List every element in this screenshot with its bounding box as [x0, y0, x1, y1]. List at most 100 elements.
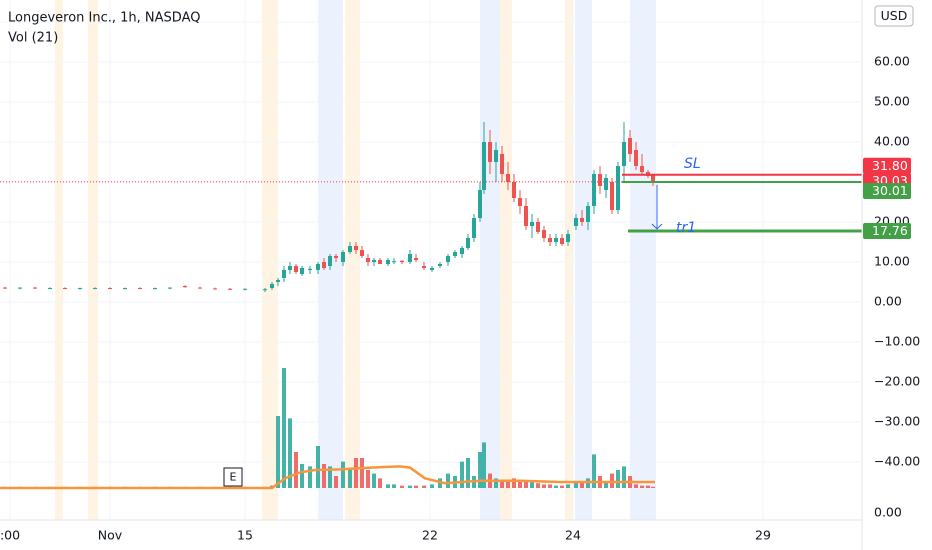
currency-button[interactable]	[874, 5, 914, 27]
candle-body	[616, 166, 620, 210]
volume-bar	[348, 470, 352, 488]
volume-bar	[506, 482, 510, 488]
volume-bar	[372, 473, 376, 488]
candle-body	[512, 182, 516, 198]
candle-body	[33, 287, 37, 289]
volume-bar	[316, 446, 320, 488]
volume-bar	[460, 461, 464, 488]
candle-body	[622, 142, 626, 166]
y-tick-label: −40.00	[874, 454, 920, 469]
price-pane: SL tr1	[0, 122, 862, 292]
x-tick-label: 22	[422, 528, 438, 543]
y-tick-label: 50.00	[874, 94, 910, 109]
volume-ma-line	[0, 465, 655, 490]
candle-body	[372, 260, 376, 262]
candle-body	[93, 288, 97, 289]
candle-body	[494, 150, 498, 162]
candle-body	[560, 238, 564, 244]
candle-body	[294, 266, 298, 272]
y-tick-label: 10.00	[874, 254, 910, 269]
candle-body	[263, 289, 267, 291]
candle-body	[580, 218, 584, 222]
y-tick-label: 40.00	[874, 134, 910, 149]
candle-body	[63, 288, 67, 289]
candle-body	[598, 174, 602, 186]
volume-bar	[288, 418, 292, 488]
y-tick-label: 60.00	[874, 54, 910, 69]
candle-body	[392, 261, 396, 263]
volume-bar	[282, 368, 286, 488]
volume-bar	[366, 470, 370, 488]
candle-body	[628, 138, 632, 154]
candle-body	[554, 238, 558, 242]
session-band	[262, 0, 278, 520]
session-band	[500, 0, 512, 520]
volume-bar	[530, 482, 534, 488]
session-band	[575, 0, 592, 520]
candle-body	[453, 252, 457, 256]
volume-bar	[651, 486, 655, 488]
currency-label: USD	[881, 8, 908, 23]
candle-body	[322, 262, 326, 268]
candle-body	[472, 218, 476, 238]
volume-bar	[322, 464, 326, 488]
price-label: 30.01	[872, 183, 908, 198]
volume-bar	[500, 480, 504, 488]
volume-bar	[566, 484, 570, 488]
volume-bar	[414, 485, 418, 488]
candle-body	[500, 154, 504, 174]
candle-body	[438, 264, 442, 266]
candle-body	[183, 286, 187, 288]
candle-body	[48, 288, 52, 289]
session-bands	[55, 0, 656, 520]
candle-body	[460, 248, 464, 254]
candle-body	[574, 218, 578, 226]
candle-body	[360, 250, 364, 256]
volume-bar	[482, 442, 486, 488]
volume-bar	[536, 483, 540, 488]
volume-pane	[0, 368, 655, 490]
volume-bar	[542, 484, 546, 488]
candle-body	[478, 190, 482, 218]
grid	[0, 0, 860, 520]
volume-bar	[512, 478, 516, 488]
volume-bar	[592, 454, 596, 488]
volume-bar	[524, 480, 528, 488]
candle-body	[308, 268, 312, 270]
volume-bar	[378, 478, 382, 488]
volume-bar	[360, 458, 364, 488]
session-band	[88, 0, 98, 520]
volume-bar	[354, 458, 358, 488]
volume-bar	[646, 485, 650, 488]
candle-body	[446, 256, 450, 262]
volume-bar	[580, 482, 584, 488]
candle-body	[348, 246, 352, 252]
candle-body	[548, 238, 552, 242]
y-tick-label: −10.00	[874, 334, 920, 349]
volume-bar	[548, 484, 552, 488]
volume-legend: Vol (21)	[8, 31, 58, 46]
x-tick-label: 24	[565, 528, 581, 543]
candle-body	[334, 256, 338, 258]
x-tick-label: 15	[237, 528, 253, 543]
price-label: 17.76	[872, 223, 908, 238]
volume-bar	[422, 485, 426, 488]
volume-bar	[560, 485, 564, 488]
price-label-box	[863, 182, 911, 199]
earnings-marker-box[interactable]	[223, 467, 243, 487]
volume-bar	[300, 464, 304, 488]
candle-body	[366, 258, 370, 262]
candle-body	[640, 166, 644, 172]
candle-body	[422, 266, 426, 268]
candle-body	[542, 230, 546, 238]
candle-body	[566, 234, 570, 242]
candle-body	[288, 266, 292, 270]
candle-body	[213, 288, 217, 290]
candle-body	[430, 268, 434, 270]
candle-body	[78, 288, 82, 289]
volume-bar	[478, 452, 482, 488]
volume-bar	[400, 485, 404, 488]
volume-bar	[308, 466, 312, 488]
candle-body	[651, 174, 655, 182]
volume-bar	[294, 452, 298, 488]
